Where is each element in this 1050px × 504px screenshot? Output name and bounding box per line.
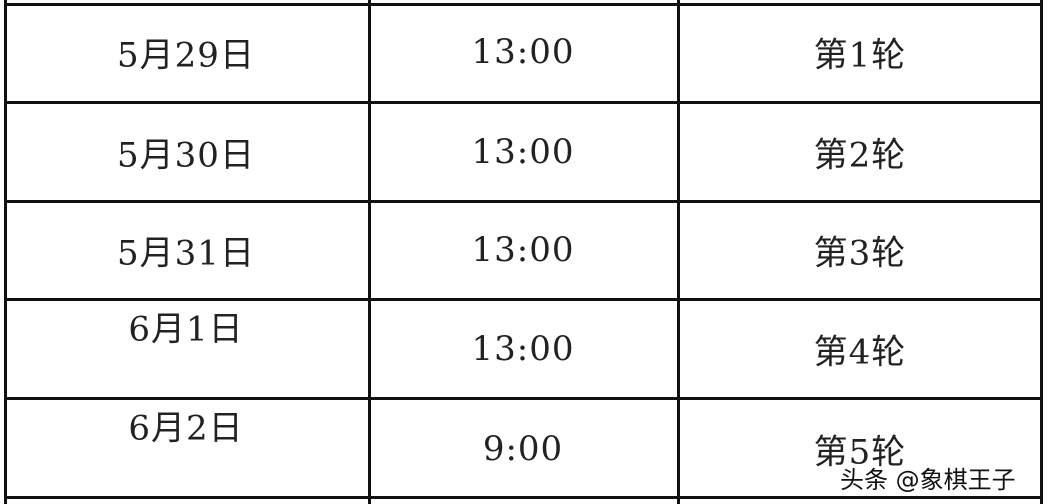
round-cell: 第1轮 (813, 35, 907, 76)
row-divider (5, 200, 1042, 203)
time-cell: 9:00 (482, 429, 564, 469)
date-cell: 5月31日 (117, 233, 255, 274)
row-divider (5, 3, 1042, 6)
row-divider (5, 496, 1042, 499)
time-cell: 13:00 (471, 329, 575, 369)
column-divider (368, 0, 371, 504)
round-cell: 第3轮 (813, 233, 907, 274)
row-divider (5, 298, 1042, 301)
date-cell: 5月29日 (117, 35, 255, 76)
round-cell: 第5轮 (813, 432, 907, 473)
row-divider (5, 397, 1042, 400)
time-cell: 13:00 (471, 132, 575, 172)
time-cell: 13:00 (471, 230, 575, 270)
date-cell: 6月1日 (128, 309, 244, 350)
time-cell: 13:00 (471, 32, 575, 72)
date-cell: 5月30日 (117, 135, 255, 176)
column-divider (677, 0, 680, 504)
column-divider (4, 0, 7, 504)
round-cell: 第2轮 (813, 135, 907, 176)
column-divider (1040, 0, 1043, 504)
round-cell: 第4轮 (813, 332, 907, 373)
date-cell: 6月2日 (128, 408, 244, 449)
watermark: 头条 @象棋王子 (840, 466, 1016, 494)
row-divider (5, 101, 1042, 104)
